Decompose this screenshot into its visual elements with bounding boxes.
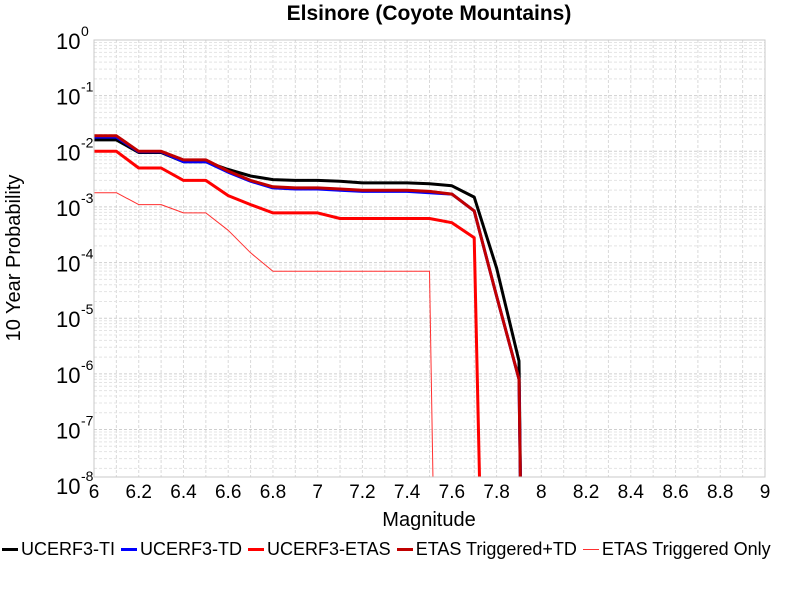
legend-label: ETAS Triggered Only xyxy=(601,538,771,559)
legend-label: UCERF3-TD xyxy=(140,538,242,559)
x-tick-label: 6.4 xyxy=(170,482,197,503)
y-tick-label: 10 xyxy=(56,140,80,165)
y-tick-exponent: -4 xyxy=(81,246,94,262)
y-tick-label: 10 xyxy=(56,85,80,110)
x-tick-label: 8 xyxy=(536,482,547,503)
x-tick-label: 7.4 xyxy=(394,482,421,503)
legend-label: UCERF3-ETAS xyxy=(267,538,391,559)
x-tick-label: 8.6 xyxy=(662,482,688,503)
x-tick-label: 7.8 xyxy=(483,482,509,503)
y-tick-label: 10 xyxy=(56,418,80,443)
y-tick-label: 10 xyxy=(56,474,80,499)
series-layer xyxy=(94,134,522,477)
legend-label: ETAS Triggered+TD xyxy=(415,538,577,559)
x-tick-label: 6.6 xyxy=(215,482,241,503)
y-axis-label: 10 Year Probability xyxy=(3,175,25,342)
y-tick-exponent: -5 xyxy=(81,301,94,317)
y-tick-exponent: 0 xyxy=(81,23,89,39)
legend-item: UCERF3-TI xyxy=(2,536,115,562)
x-tick-label: 6 xyxy=(89,482,100,503)
y-tick-label: 10 xyxy=(56,252,80,277)
x-tick-label: 7.6 xyxy=(439,482,465,503)
plot-border xyxy=(93,39,766,478)
x-tick-label: 7 xyxy=(312,482,323,503)
y-tick-exponent: -7 xyxy=(81,412,94,428)
y-tick-label: 10 xyxy=(56,307,80,332)
y-tick-exponent: -6 xyxy=(81,357,94,373)
y-tick-exponent: -8 xyxy=(81,468,94,484)
x-tick-labels: 6 6.2 6.4 6.6 6.8 7 7.2 7.4 7.6 7.8 8 8.2 8.4 8.6 8.8 9 xyxy=(89,482,771,503)
y-tick-label: 10 xyxy=(56,29,80,54)
legend-swatch xyxy=(248,547,264,551)
legend-item: UCERF3-TD xyxy=(121,536,242,562)
x-tick-label: 6.8 xyxy=(260,482,286,503)
x-tick-label: 7.2 xyxy=(349,482,375,503)
y-tick-label: 10 xyxy=(56,196,80,221)
x-axis-label: Magnitude xyxy=(382,509,475,531)
series-line-3 xyxy=(94,149,481,477)
legend-swatch xyxy=(121,547,137,551)
x-tick-label: 8.2 xyxy=(573,482,599,503)
x-tick-label: 8.8 xyxy=(707,482,733,503)
legend-swatch xyxy=(2,547,18,551)
legend-item: ETAS Triggered Only xyxy=(582,536,771,562)
legend-swatch xyxy=(582,548,599,550)
legend-item: ETAS Triggered+TD xyxy=(396,536,577,562)
x-tick-label: 6.2 xyxy=(126,482,152,503)
x-tick-label: 9 xyxy=(760,482,771,503)
legend-item: UCERF3-ETAS xyxy=(248,536,391,562)
legend-swatch xyxy=(396,547,413,551)
y-tick-exponent: -2 xyxy=(81,134,94,150)
series-line-4 xyxy=(94,134,522,477)
legend: UCERF3-TI UCERF3-TD UCERF3-ETAS ETAS Trigge… xyxy=(2,536,792,562)
legend-label: UCERF3-TI xyxy=(21,538,115,559)
x-tick-label: 8.4 xyxy=(618,482,645,503)
y-tick-label: 10 xyxy=(56,363,80,388)
y-tick-exponent: -3 xyxy=(81,190,94,206)
series-line-5 xyxy=(94,192,434,477)
y-tick-exponent: -1 xyxy=(81,79,94,95)
chart-title: Elsinore (Coyote Mountains) xyxy=(287,2,572,25)
